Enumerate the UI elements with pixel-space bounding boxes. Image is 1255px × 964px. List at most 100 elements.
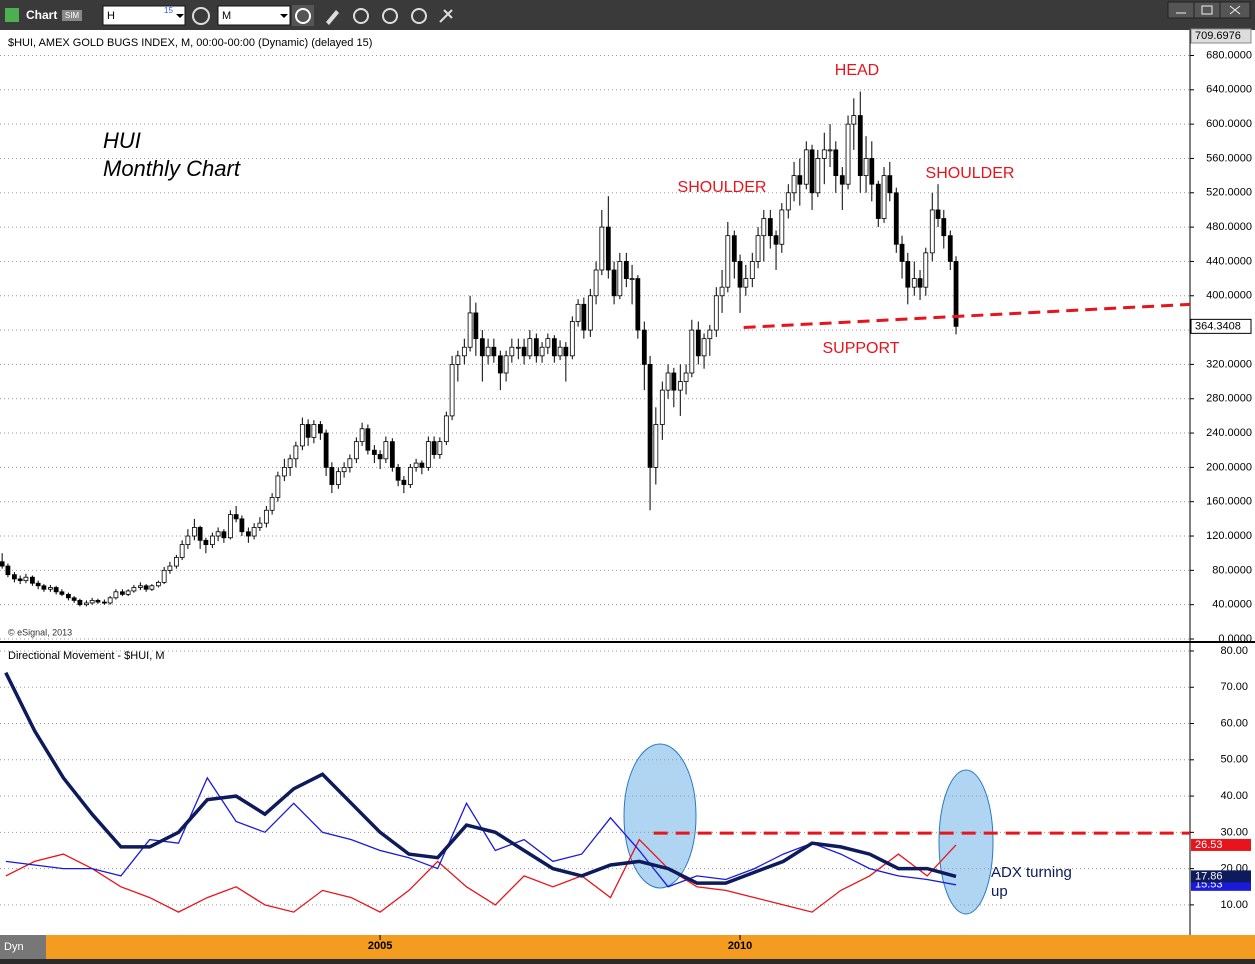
- head-label: HEAD: [835, 62, 879, 79]
- candle-body: [599, 226, 605, 271]
- candle-body: [737, 261, 743, 288]
- candle-body: [47, 587, 53, 590]
- candle-body: [905, 261, 911, 288]
- cycle-tool[interactable]: [353, 8, 369, 24]
- value-label-box: [1191, 838, 1251, 851]
- candle-body: [377, 454, 383, 460]
- candle-body: [851, 115, 857, 125]
- candle-body: [239, 518, 245, 533]
- candle-body: [695, 329, 701, 357]
- status-box: [0, 935, 46, 959]
- candle-body: [29, 576, 35, 584]
- chart-title: $HUI, AMEX GOLD BUGS INDEX, M, 00:00-00:…: [8, 37, 372, 49]
- candle-body: [755, 235, 761, 262]
- candle-body: [143, 585, 149, 590]
- candle-body: [113, 591, 119, 599]
- y-tick-label: 400.0000: [1206, 290, 1252, 302]
- symbol-input[interactable]: [102, 5, 186, 26]
- last-price-box: [1190, 318, 1252, 334]
- candle-body: [869, 158, 875, 185]
- candle-body: [419, 462, 425, 468]
- candle-body: [299, 424, 305, 447]
- candle-body: [617, 261, 623, 297]
- refresh-button[interactable]: [192, 7, 210, 25]
- candle-body: [461, 346, 467, 357]
- shoulder-label: SHOULDER: [678, 179, 767, 196]
- candle-body: [521, 346, 527, 357]
- y-tick-label: 50.00: [1220, 754, 1248, 766]
- candle-body: [197, 527, 203, 541]
- candle-body: [929, 209, 935, 254]
- candle-body: [23, 576, 29, 582]
- candle-body: [845, 123, 851, 185]
- zoom-tool[interactable]: [411, 8, 427, 24]
- candle-body: [779, 209, 785, 245]
- interval-input[interactable]: [217, 5, 291, 26]
- candle-body: [395, 466, 401, 481]
- candle-body: [221, 531, 227, 539]
- candle-body: [11, 574, 17, 580]
- candle-body: [773, 235, 779, 245]
- candle-body: [341, 466, 347, 473]
- candle-body: [611, 269, 617, 297]
- candle-body: [65, 593, 71, 599]
- y-tick-label: 80.0000: [1212, 564, 1252, 576]
- candle-body: [125, 590, 131, 595]
- candle-body: [161, 569, 167, 583]
- y-tick-label: 40.0000: [1212, 599, 1252, 611]
- chart-subtitle: Monthly Chart: [103, 156, 241, 181]
- highlight-ellipse: [623, 743, 697, 889]
- play-tool[interactable]: [382, 8, 398, 24]
- candle-body: [539, 346, 545, 357]
- candle-body: [263, 509, 269, 524]
- y-tick-label: 520.0000: [1206, 187, 1252, 199]
- candle-body: [761, 218, 767, 237]
- candle-body: [941, 218, 947, 237]
- candle-body: [665, 372, 671, 391]
- candle-body: [53, 587, 59, 593]
- candle-body: [101, 601, 107, 604]
- candle-body: [449, 364, 455, 417]
- candle-body: [383, 441, 389, 460]
- candle-body: [407, 466, 413, 485]
- candle-body: [371, 449, 377, 455]
- sim-badge: [62, 10, 82, 21]
- symbol-sup: 15: [164, 6, 173, 15]
- candle-body: [911, 278, 917, 288]
- candle-body: [179, 544, 185, 558]
- y-tick-label: 160.0000: [1206, 496, 1252, 508]
- candle-body: [455, 355, 461, 365]
- candle-body: [743, 278, 749, 288]
- dropdown-arrow: [280, 14, 288, 18]
- candle-body: [593, 269, 599, 297]
- candle-body: [167, 565, 173, 571]
- candle-body: [629, 278, 635, 280]
- candle-body: [251, 527, 257, 537]
- candle-body: [563, 346, 569, 357]
- candle-body: [659, 389, 665, 425]
- y-tick-label: 0.0000: [1218, 633, 1252, 645]
- candle-body: [815, 158, 821, 194]
- draw-tool[interactable]: [326, 10, 339, 25]
- candle-body: [35, 582, 41, 587]
- value-label: 17.86: [1195, 870, 1223, 882]
- candle-body: [305, 424, 311, 438]
- candle-body: [311, 424, 317, 438]
- cursor-tool[interactable]: [439, 9, 453, 23]
- candle-body: [17, 578, 23, 582]
- candle-body: [209, 535, 215, 546]
- candle-body: [719, 286, 725, 297]
- y-tick-label: 560.0000: [1206, 152, 1252, 164]
- y-tick-label: 10.00: [1220, 899, 1248, 911]
- minimize-button[interactable]: [1167, 1, 1195, 19]
- candle-body: [437, 441, 443, 455]
- candle-body: [575, 303, 581, 322]
- maximize-button[interactable]: [1193, 1, 1221, 19]
- candle-body: [401, 479, 407, 485]
- status-text: Dyn: [4, 941, 24, 953]
- candle-body: [893, 192, 899, 245]
- candle-body: [587, 295, 593, 331]
- candle-body: [797, 175, 803, 185]
- top-label-box: [1190, 28, 1252, 44]
- value-label: 26.53: [1195, 839, 1223, 851]
